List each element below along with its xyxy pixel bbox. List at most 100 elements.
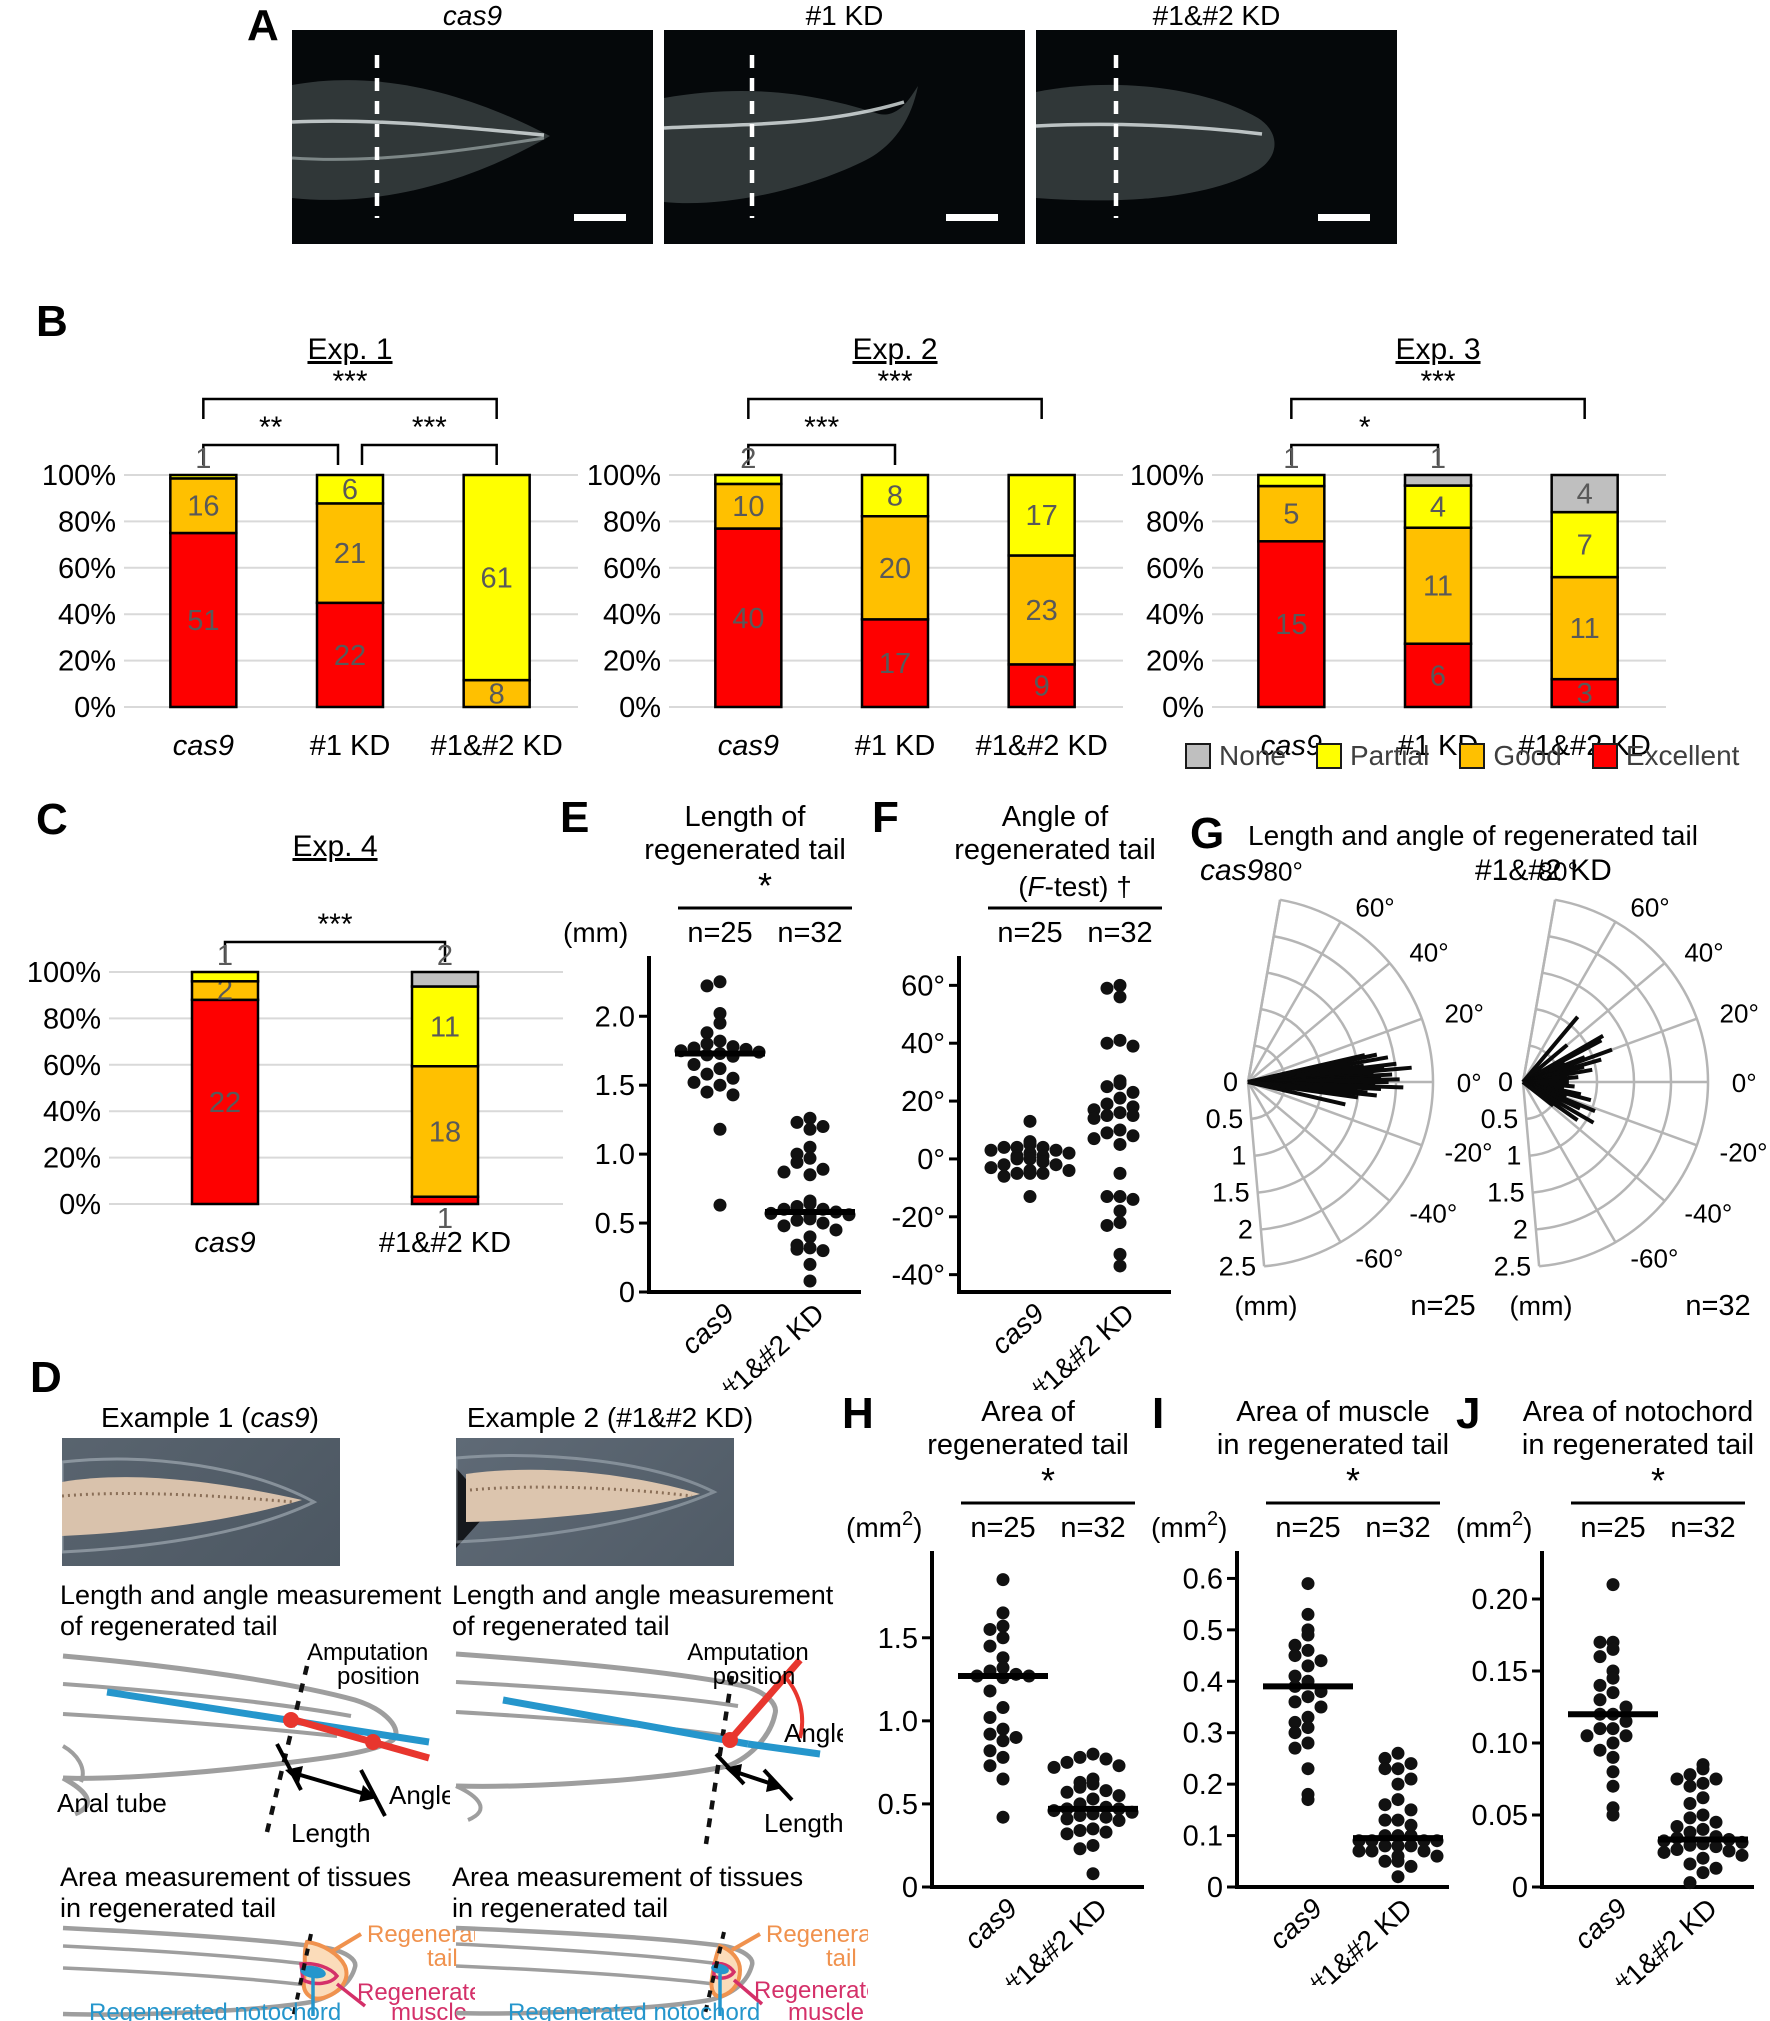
svg-text:*: * bbox=[1651, 1460, 1665, 1501]
svg-text:0°: 0° bbox=[1457, 1068, 1482, 1098]
svg-text:40%: 40% bbox=[1146, 599, 1204, 631]
svg-text:40%: 40% bbox=[603, 599, 661, 631]
svg-text:2.0: 2.0 bbox=[595, 1001, 635, 1033]
panel-letter-a: A bbox=[247, 1, 279, 50]
svg-text:**: ** bbox=[259, 411, 283, 444]
svg-text:regenerated tail: regenerated tail bbox=[954, 834, 1156, 866]
svg-text:***: *** bbox=[804, 411, 839, 444]
legend-swatch-good bbox=[1459, 743, 1486, 769]
svg-text:1.5: 1.5 bbox=[595, 1070, 635, 1102]
svg-text:80%: 80% bbox=[603, 506, 661, 538]
legend-swatch-partial bbox=[1315, 743, 1342, 769]
area-title-1: Area measurement of tissues in regenerate… bbox=[60, 1862, 412, 1924]
svg-text:0.5: 0.5 bbox=[595, 1208, 635, 1240]
svg-text:*: * bbox=[1041, 1460, 1055, 1501]
svg-text:Regenerated: Regenerated bbox=[754, 1977, 868, 2004]
svg-text:2: 2 bbox=[740, 443, 756, 475]
svg-text:1.0: 1.0 bbox=[878, 1706, 918, 1738]
svg-text:20%: 20% bbox=[43, 1143, 101, 1175]
svg-text:11: 11 bbox=[430, 1011, 460, 1043]
example1-photo bbox=[62, 1438, 340, 1566]
svg-text:regenerated tail: regenerated tail bbox=[927, 1429, 1129, 1461]
svg-text:tail: tail bbox=[826, 1945, 857, 1972]
svg-text:2: 2 bbox=[1513, 1214, 1528, 1244]
svg-text:60°: 60° bbox=[1355, 892, 1394, 922]
svg-text:-40°: -40° bbox=[1684, 1198, 1732, 1228]
svg-text:1.0: 1.0 bbox=[595, 1139, 635, 1171]
svg-text:n=25: n=25 bbox=[1410, 1290, 1475, 1322]
legend-swatch-none bbox=[1185, 743, 1211, 769]
legend-swatch-excellent bbox=[1591, 743, 1618, 769]
svg-text:20°: 20° bbox=[901, 1086, 945, 1118]
svg-text:100%: 100% bbox=[42, 460, 116, 492]
legend: None Partial Good Excellent bbox=[1185, 740, 1739, 772]
svg-text:muscle: muscle bbox=[391, 1999, 467, 2021]
svg-text:Length of: Length of bbox=[685, 801, 807, 833]
stacked-chart-exp2: 0%20%40%60%80%100%Exp. 2******40102cas91… bbox=[587, 333, 1123, 762]
svg-text:0%: 0% bbox=[619, 692, 661, 724]
svg-text:#1 KD: #1 KD bbox=[855, 730, 936, 762]
svg-text:40%: 40% bbox=[43, 1096, 101, 1128]
svg-text:n=25: n=25 bbox=[997, 917, 1062, 949]
svg-text:#1 KD: #1 KD bbox=[310, 730, 391, 762]
svg-text:1: 1 bbox=[437, 1203, 453, 1235]
polar-plot-1and2kd: 80° 60° 40° 20° 0° -20° -40°-60° 0 0.5 1 1.5 2 2.5 (m… bbox=[1475, 854, 1768, 1322]
micrograph-1kd-art bbox=[663, 55, 998, 221]
svg-text:18: 18 bbox=[429, 1117, 461, 1149]
svg-text:11: 11 bbox=[1423, 571, 1453, 603]
polar-plot-cas9: 80° 60° 40° 20° 0° -20° -40°-60° 0 0.5 1 1.5 2 2.5 (m… bbox=[1200, 854, 1493, 1322]
svg-text:22: 22 bbox=[209, 1087, 241, 1119]
svg-text:-40°: -40° bbox=[891, 1260, 945, 1292]
svg-text:cas9: cas9 bbox=[718, 730, 779, 762]
svg-text:Angle of: Angle of bbox=[1002, 801, 1109, 833]
svg-text:0.2: 0.2 bbox=[1183, 1769, 1223, 1801]
svg-text:0: 0 bbox=[902, 1872, 918, 1904]
svg-text:100%: 100% bbox=[27, 957, 101, 989]
legend-item-excellent: Excellent bbox=[1591, 740, 1739, 772]
svg-text:0: 0 bbox=[1207, 1872, 1223, 1904]
svg-text:2.5: 2.5 bbox=[1219, 1251, 1257, 1281]
svg-text:regenerated tail: regenerated tail bbox=[644, 834, 846, 866]
svg-text:Exp. 2: Exp. 2 bbox=[852, 333, 937, 366]
svg-text:5: 5 bbox=[1283, 499, 1299, 531]
svg-text:8: 8 bbox=[489, 679, 505, 711]
svg-text:0: 0 bbox=[1498, 1067, 1513, 1097]
svg-text:60%: 60% bbox=[58, 553, 116, 585]
svg-text:cas9: cas9 bbox=[675, 1297, 740, 1360]
svg-text:-40°: -40° bbox=[1409, 1198, 1457, 1228]
svg-text:n=25: n=25 bbox=[970, 1512, 1035, 1544]
svg-text:0: 0 bbox=[619, 1277, 635, 1309]
svg-text:0%: 0% bbox=[1162, 692, 1204, 724]
svg-text:***: *** bbox=[317, 908, 352, 941]
svg-text:20%: 20% bbox=[603, 646, 661, 678]
polar-title: Length and angle of regenerated tail bbox=[1248, 820, 1698, 851]
svg-text:1: 1 bbox=[1506, 1141, 1521, 1171]
svg-text:Regenerated: Regenerated bbox=[357, 1979, 475, 2006]
svg-text:23: 23 bbox=[1026, 595, 1058, 627]
svg-text:Area of notochord: Area of notochord bbox=[1523, 1396, 1754, 1428]
area-title-2: Area measurement of tissues in regenerate… bbox=[452, 1862, 804, 1924]
svg-text:0.5: 0.5 bbox=[1206, 1104, 1244, 1134]
svg-text:(mm2): (mm2) bbox=[1456, 1508, 1532, 1543]
svg-text:#1&#2 KD: #1&#2 KD bbox=[976, 730, 1108, 762]
svg-text:0.10: 0.10 bbox=[1472, 1728, 1528, 1760]
svg-text:17: 17 bbox=[1026, 500, 1058, 532]
svg-text:Angle: Angle bbox=[784, 1718, 843, 1748]
svg-text:2: 2 bbox=[217, 975, 233, 1007]
svg-text:cas9: cas9 bbox=[194, 1227, 255, 1259]
svg-text:-60°: -60° bbox=[1355, 1244, 1403, 1274]
svg-text:(mm2): (mm2) bbox=[1151, 1508, 1227, 1543]
svg-text:-20°: -20° bbox=[891, 1202, 945, 1234]
svg-text:4: 4 bbox=[1430, 492, 1446, 524]
stacked-chart-exp1: 0%20%40%60%80%100%Exp. 1***** ***51161cas… bbox=[42, 333, 578, 762]
example1-photo-art bbox=[62, 1457, 318, 1554]
svg-text:11: 11 bbox=[1570, 613, 1600, 645]
svg-text:0.5: 0.5 bbox=[878, 1789, 918, 1821]
svg-text:60°: 60° bbox=[901, 970, 945, 1002]
svg-text:Length: Length bbox=[764, 1808, 843, 1838]
svg-text:Exp. 4: Exp. 4 bbox=[292, 830, 377, 863]
